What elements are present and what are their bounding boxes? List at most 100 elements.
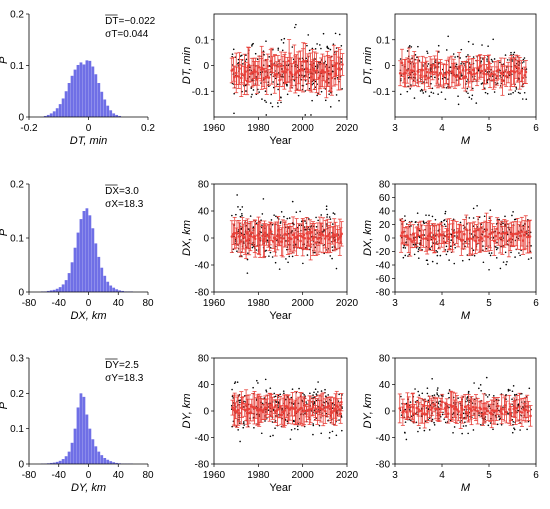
mean-point xyxy=(261,410,265,414)
x-tick-label: 40 xyxy=(113,470,125,481)
scatter-point xyxy=(485,394,487,396)
mean-point xyxy=(415,406,419,410)
mean-point xyxy=(307,237,310,240)
scatter-point xyxy=(242,426,245,429)
scatter-point xyxy=(261,213,264,215)
mean-point xyxy=(403,234,407,238)
scatter-point xyxy=(499,61,501,64)
mean-point xyxy=(254,406,258,410)
scatter-point xyxy=(511,431,514,434)
scatter-point xyxy=(505,398,507,400)
mean-point xyxy=(250,231,254,234)
scatter-point xyxy=(269,102,272,104)
scatter-point xyxy=(466,399,469,402)
mean-point xyxy=(238,411,241,415)
x-tick-label: -0.2 xyxy=(20,123,38,134)
scatter-point xyxy=(439,254,442,257)
mean-point xyxy=(328,236,332,239)
y-tick-label: 0 xyxy=(384,234,390,245)
scatter-point xyxy=(467,92,469,95)
scatter-point xyxy=(324,99,327,102)
x-axis-label: DX, km xyxy=(70,310,106,322)
scatter-point xyxy=(511,60,514,62)
scatter-point xyxy=(528,387,531,390)
mean-point xyxy=(306,70,310,74)
mean-point xyxy=(297,234,300,237)
scatter-point xyxy=(403,431,406,434)
hist-bar xyxy=(112,462,116,464)
mean-point xyxy=(314,241,318,244)
scatter-point xyxy=(499,75,501,77)
scatter-point xyxy=(245,58,248,61)
scatter-point xyxy=(463,417,465,420)
hist-bar xyxy=(67,83,71,117)
scatter-point xyxy=(252,89,255,91)
scatter-point xyxy=(265,249,267,252)
scatter-point xyxy=(260,219,262,221)
mean-point xyxy=(483,234,487,238)
scatter-point xyxy=(286,83,288,86)
scatter-point xyxy=(500,223,502,226)
scatter-point xyxy=(262,198,265,200)
scatter-point xyxy=(340,57,343,60)
mean-point xyxy=(230,235,234,238)
mean-point xyxy=(318,74,322,78)
scatter-point xyxy=(405,241,407,244)
scatter-point xyxy=(483,87,486,89)
scatter-point xyxy=(521,98,524,100)
scatter-point xyxy=(264,378,267,381)
mean-point xyxy=(238,67,241,70)
scatter-point xyxy=(239,440,241,443)
scatter-point xyxy=(523,57,526,59)
mean-point xyxy=(265,75,269,79)
mean-point xyxy=(236,408,240,412)
scatter-point xyxy=(428,95,431,97)
scatter-point xyxy=(319,44,321,46)
mean-point xyxy=(483,411,487,415)
mean-point xyxy=(291,406,294,410)
scatter-point xyxy=(400,414,403,416)
mean-point xyxy=(278,236,282,239)
mean-point xyxy=(433,237,437,241)
x-tick-label: 1960 xyxy=(203,470,226,481)
mean-point xyxy=(517,231,521,234)
mean-point xyxy=(522,233,526,237)
mean-point xyxy=(451,234,454,238)
scatter-point xyxy=(426,259,429,262)
scatter-point xyxy=(434,218,437,221)
scatter-point xyxy=(281,49,284,52)
panel-dt-year: 1960 1980 2000 2020 -0.1 0 0.1 Year DT, min xyxy=(181,13,359,147)
scatter-point xyxy=(493,58,496,60)
hist-bar xyxy=(112,287,116,292)
scatter-point xyxy=(506,59,509,61)
mean-point xyxy=(330,76,334,80)
scatter-point xyxy=(404,215,406,217)
mean-point xyxy=(271,406,274,410)
scatter-point xyxy=(400,395,402,398)
mean-point xyxy=(408,237,412,241)
scatter-point xyxy=(250,96,253,98)
hist-bar xyxy=(49,113,53,117)
scatter-point xyxy=(317,219,319,222)
hist-bar xyxy=(67,273,71,292)
scatter-point xyxy=(335,94,338,96)
panel-dy-year: 1960 1980 2000 2020 -80 -40 0 40 80 Year DY, km xyxy=(181,354,359,495)
mean-point xyxy=(249,234,252,238)
mean-point xyxy=(479,407,483,411)
scatter-point xyxy=(467,392,470,394)
y-tick-label: 0.2 xyxy=(10,180,24,191)
scatter-point xyxy=(299,210,301,213)
mean-point xyxy=(295,236,299,240)
scatter-point xyxy=(457,95,459,98)
panel-dx-m: 3 4 5 6 -80 -60 -40 -20 0 20 40 60 80 M DX, km xyxy=(362,180,539,323)
mean-point xyxy=(401,230,405,234)
hist-bar xyxy=(97,83,101,117)
y-tick-label: -20 xyxy=(376,247,391,258)
mean-point xyxy=(514,65,518,69)
scatter-point xyxy=(232,48,235,51)
scatter-point xyxy=(424,91,427,93)
hist-bar xyxy=(88,428,92,464)
scatter-point xyxy=(460,63,462,65)
scatter-point xyxy=(300,220,303,223)
